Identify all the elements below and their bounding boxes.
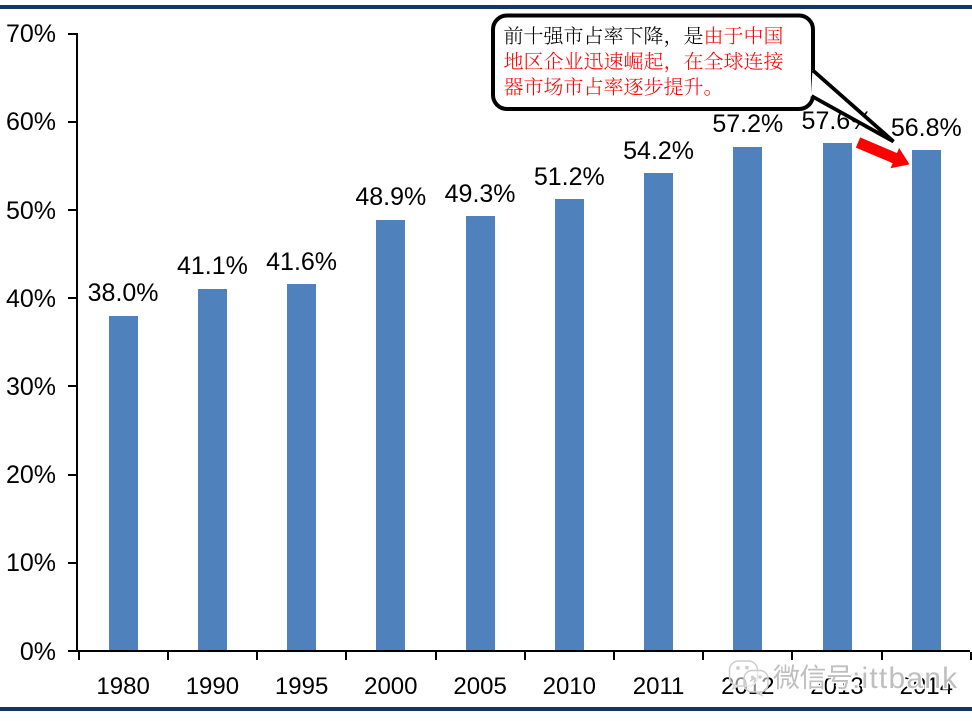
svg-text::ittbank: :ittbank xyxy=(852,662,958,695)
